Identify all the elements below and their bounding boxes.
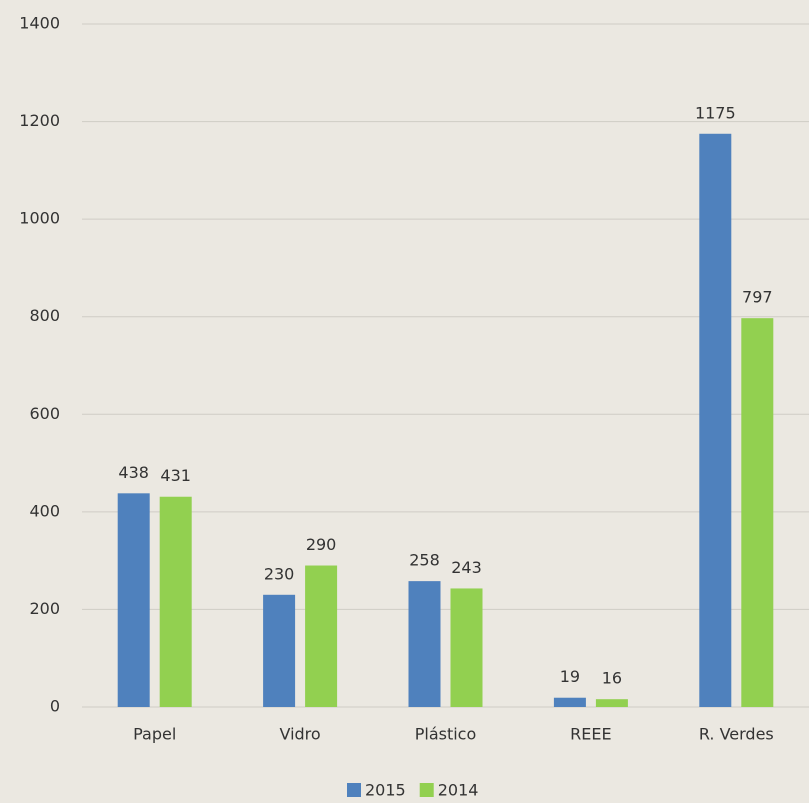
bar	[159, 496, 192, 707]
x-tick-label: Vidro	[279, 725, 320, 744]
y-tick-label: 200	[29, 599, 60, 618]
data-label: 431	[160, 466, 191, 485]
x-tick-label: REEE	[570, 725, 611, 744]
y-tick-label: 1000	[19, 209, 60, 228]
x-tick-label: R. Verdes	[699, 725, 774, 744]
legend-swatch	[419, 783, 434, 797]
y-tick-label: 800	[29, 306, 60, 325]
y-tick-label: 0	[50, 697, 60, 716]
data-label: 243	[451, 558, 482, 577]
data-label: 438	[118, 463, 149, 482]
legend-label: 2015	[365, 781, 406, 800]
legend-swatch	[347, 783, 361, 797]
bar	[741, 318, 774, 707]
bar	[553, 697, 586, 707]
data-label: 16	[602, 669, 622, 688]
data-label: 19	[560, 667, 580, 686]
x-tick-label: Plástico	[415, 725, 477, 744]
bar	[263, 594, 296, 707]
bar	[305, 565, 338, 707]
y-tick-label: 600	[29, 404, 60, 423]
data-label: 258	[409, 551, 440, 570]
data-label: 290	[306, 535, 337, 554]
bar	[450, 588, 483, 707]
bar	[117, 493, 150, 707]
bar	[699, 133, 732, 708]
data-label: 1175	[695, 103, 736, 122]
bar	[595, 699, 628, 707]
legend-label: 2014	[438, 781, 479, 800]
bar	[408, 581, 441, 707]
y-tick-label: 400	[29, 501, 60, 520]
data-label: 230	[264, 564, 295, 583]
x-tick-label: Papel	[133, 725, 176, 744]
y-tick-label: 1200	[19, 111, 60, 130]
data-label: 797	[742, 288, 773, 307]
y-tick-label: 1400	[19, 14, 60, 33]
